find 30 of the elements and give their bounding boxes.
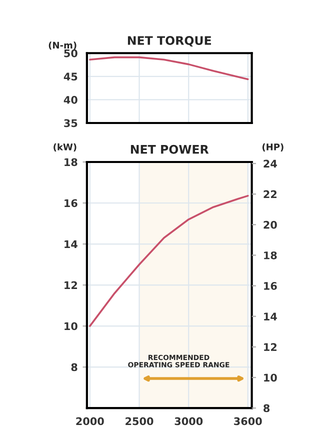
- y-axis-title: (kW): [54, 143, 76, 152]
- x-tick-label: 3600: [234, 417, 262, 426]
- y-tick-label: 10: [64, 322, 78, 330]
- y2-tick-label: 22: [264, 190, 277, 198]
- y-tick-label: 50: [64, 49, 78, 58]
- y-tick-label: 35: [64, 119, 78, 128]
- y-tick-label: 12: [64, 281, 78, 289]
- y2-tick-label: 16: [264, 282, 277, 290]
- x-tick-label: 2500: [126, 417, 154, 426]
- y-tick-label: 18: [64, 158, 78, 166]
- y-tick-label: 8: [71, 363, 78, 372]
- x-tick-label: 3000: [174, 417, 203, 426]
- y-tick-label: 14: [64, 240, 78, 248]
- y2-axis-title: (HP): [262, 143, 284, 152]
- y2-tick-label: 10: [264, 374, 277, 382]
- y2-tick-label: 14: [264, 312, 277, 320]
- chart-title: NET POWER: [130, 144, 209, 154]
- line-series: [88, 194, 249, 327]
- chart-title: NET TORQUE: [128, 36, 211, 47]
- y-tick-label: 40: [64, 96, 78, 104]
- y2-tick-label: 20: [264, 220, 277, 229]
- y2-tick-label: 18: [264, 251, 277, 260]
- line-series: [88, 56, 249, 80]
- y-axis-title: (N-m): [48, 42, 76, 50]
- x-tick-label: 2000: [76, 417, 104, 426]
- y2-tick-label: 12: [264, 343, 277, 351]
- y-tick-label: 16: [64, 199, 78, 208]
- y2-tick-label: 8: [264, 404, 270, 412]
- y2-tick-label: 24: [264, 160, 277, 168]
- y-tick-label: 45: [64, 72, 78, 81]
